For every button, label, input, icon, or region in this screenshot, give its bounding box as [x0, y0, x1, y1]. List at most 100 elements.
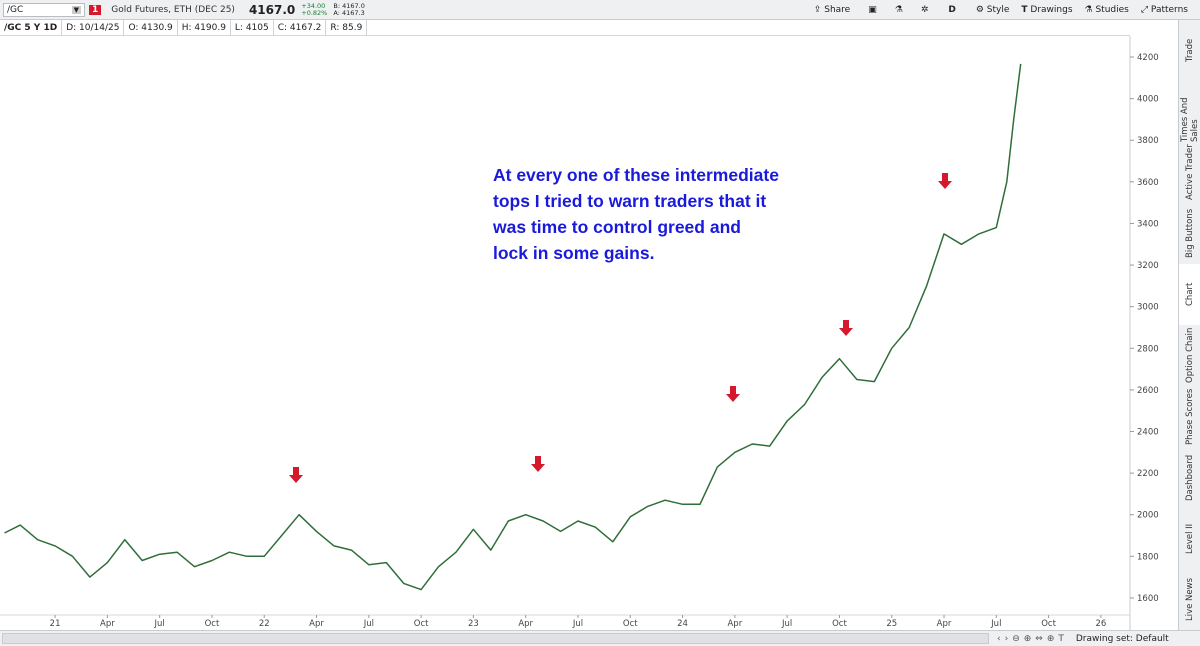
x-tick-label: Oct — [1041, 619, 1056, 629]
x-tick-label: Oct — [832, 619, 847, 629]
x-tick-label: Jul — [990, 619, 1001, 629]
side-tab[interactable]: Times And Sales — [1180, 97, 1200, 142]
x-tick-label: Jul — [781, 619, 792, 629]
x-tick-label: 24 — [677, 619, 688, 629]
y-tick-label: 2800 — [1137, 344, 1159, 354]
x-tick-label: Jul — [363, 619, 374, 629]
y-tick-label: 3200 — [1137, 261, 1159, 271]
style-button[interactable]: ⚙ Style — [975, 4, 1010, 15]
dropdown[interactable]: ▼ — [71, 5, 81, 14]
x-tick-label: Apr — [309, 619, 324, 629]
x-tick-label: 22 — [259, 619, 270, 629]
y-tick-label: 2600 — [1137, 386, 1159, 396]
y-tick-label: 3000 — [1137, 303, 1159, 313]
change-pct: +0.82% — [301, 8, 328, 17]
drawing-set[interactable]: Drawing set: Default — [1075, 633, 1169, 644]
y-tick-label: 1800 — [1137, 552, 1159, 562]
annotation: lock in some gains. — [493, 243, 654, 263]
x-tick-label: Oct — [205, 619, 220, 629]
x-tick-label: 21 — [50, 619, 61, 629]
arrow — [839, 320, 853, 336]
y-tick-label: 4200 — [1137, 53, 1159, 63]
y-tick-label: 3600 — [1137, 178, 1159, 188]
info-field: D: 10/14/25 — [62, 19, 125, 36]
x-tick-label: Jul — [572, 619, 583, 629]
annotation: tops I tried to warn traders that it — [493, 191, 766, 211]
side-tab[interactable]: Active Trader — [1185, 144, 1195, 201]
footer-icons[interactable]: ‹›⊖⊕⇔⊕T — [997, 633, 1068, 644]
x-tick-label: Oct — [414, 619, 429, 629]
bid: B: 4167.0 — [333, 1, 365, 10]
side-tab[interactable]: Big Buttons — [1185, 208, 1195, 259]
annotation: At every one of these intermediate — [493, 165, 779, 185]
footer-bar: ‹›⊖⊕⇔⊕T Drawing set: Default — [0, 630, 1200, 646]
info-field: R: 85.9 — [326, 19, 368, 36]
y-tick-label: 4000 — [1137, 95, 1159, 105]
price-line — [4, 63, 1022, 591]
share-button[interactable]: ⇪ Share — [813, 4, 851, 15]
button-label: Style — [986, 4, 1010, 15]
aggregation-button[interactable]: D — [948, 4, 956, 15]
toolbar-buttons: ⇪ Share ▣ ⚗ ✲ D ⚙ Style T Drawings ⚗ Stu… — [802, 5, 1188, 15]
change-box: +34.00 +0.82% — [301, 1, 328, 17]
y-tick-label: 2400 — [1137, 428, 1159, 438]
side-tab[interactable]: Level II — [1185, 523, 1195, 554]
button-label: Drawings — [1030, 4, 1073, 15]
last-price: 4167.0 — [248, 2, 296, 17]
x-tick-label: Apr — [100, 619, 115, 629]
x-tick-label: Apr — [937, 619, 952, 629]
arrow — [289, 467, 303, 483]
side-tabs: Trade Times And Sales Active Trader Big But… — [1178, 20, 1200, 630]
arrow — [726, 386, 740, 402]
button-label: Patterns — [1150, 4, 1188, 15]
side-tab[interactable]: Live News — [1185, 577, 1195, 622]
icon-button[interactable]: ⚗ — [894, 4, 903, 15]
y-tick-label: 3400 — [1137, 219, 1159, 229]
side-tab[interactable]: Option Chain — [1185, 327, 1195, 384]
info-field: L: 4105 — [231, 19, 274, 36]
scrollbar[interactable] — [2, 633, 989, 644]
symbol: /GC — [7, 4, 24, 15]
plot-area — [0, 36, 1130, 615]
x-tick-label: 23 — [468, 619, 479, 629]
info-field: /GC 5 Y 1D — [0, 19, 63, 36]
annotation: was time to control greed and — [492, 217, 741, 237]
side-tab[interactable]: Trade — [1185, 38, 1195, 63]
info-bar: /GC 5 Y 1D D: 10/14/25 O: 4130.9 H: 4190.9 L… — [0, 19, 1130, 36]
symbol-box[interactable]: /GC ▼ — [3, 2, 85, 17]
x-tick-label: Apr — [727, 619, 742, 629]
y-tick-label: 3800 — [1137, 136, 1159, 146]
icon-button[interactable]: ✲ — [920, 4, 929, 15]
arrow — [531, 456, 545, 472]
side-tab[interactable]: Chart — [1179, 264, 1200, 325]
side-tab[interactable]: Phase Scores — [1185, 388, 1195, 445]
x-tick-label: Jul — [154, 619, 165, 629]
y-tick-label: 2000 — [1137, 511, 1159, 521]
x-tick-label: 25 — [886, 619, 897, 629]
x-tick-label: 26 — [1095, 619, 1106, 629]
x-tick-label: Apr — [518, 619, 533, 629]
y-tick-label: 2200 — [1137, 469, 1159, 479]
side-tab[interactable]: Dashboard — [1185, 454, 1195, 501]
x-tick-label: Oct — [623, 619, 638, 629]
quote-box: B: 4167.0 A: 4167.3 — [333, 1, 365, 17]
top-markers — [289, 173, 952, 483]
info-field: O: 4130.9 — [124, 19, 178, 36]
button-label: Share — [824, 4, 851, 15]
arrow — [938, 173, 952, 189]
button-label: Studies — [1095, 4, 1129, 15]
change: +34.00 — [301, 1, 326, 10]
patterns-button[interactable]: ⤢ Patterns — [1140, 4, 1188, 15]
description: Gold Futures, ETH (DEC 25) — [111, 4, 235, 15]
y-tick-label: 1600 — [1137, 594, 1159, 604]
studies-button[interactable]: ⚗ Studies — [1084, 4, 1129, 15]
ask: A: 4167.3 — [333, 8, 365, 17]
icon-button[interactable]: ▣ — [868, 4, 877, 15]
info-field: C: 4167.2 — [274, 19, 327, 36]
drawings-button[interactable]: T Drawings — [1021, 4, 1073, 15]
alert-badge[interactable]: 1 — [89, 4, 102, 15]
info-field: H: 4190.9 — [178, 19, 231, 36]
toolbar: /GC ▼ 1 Gold Futures, ETH (DEC 25) 4167.0… — [0, 0, 1200, 20]
